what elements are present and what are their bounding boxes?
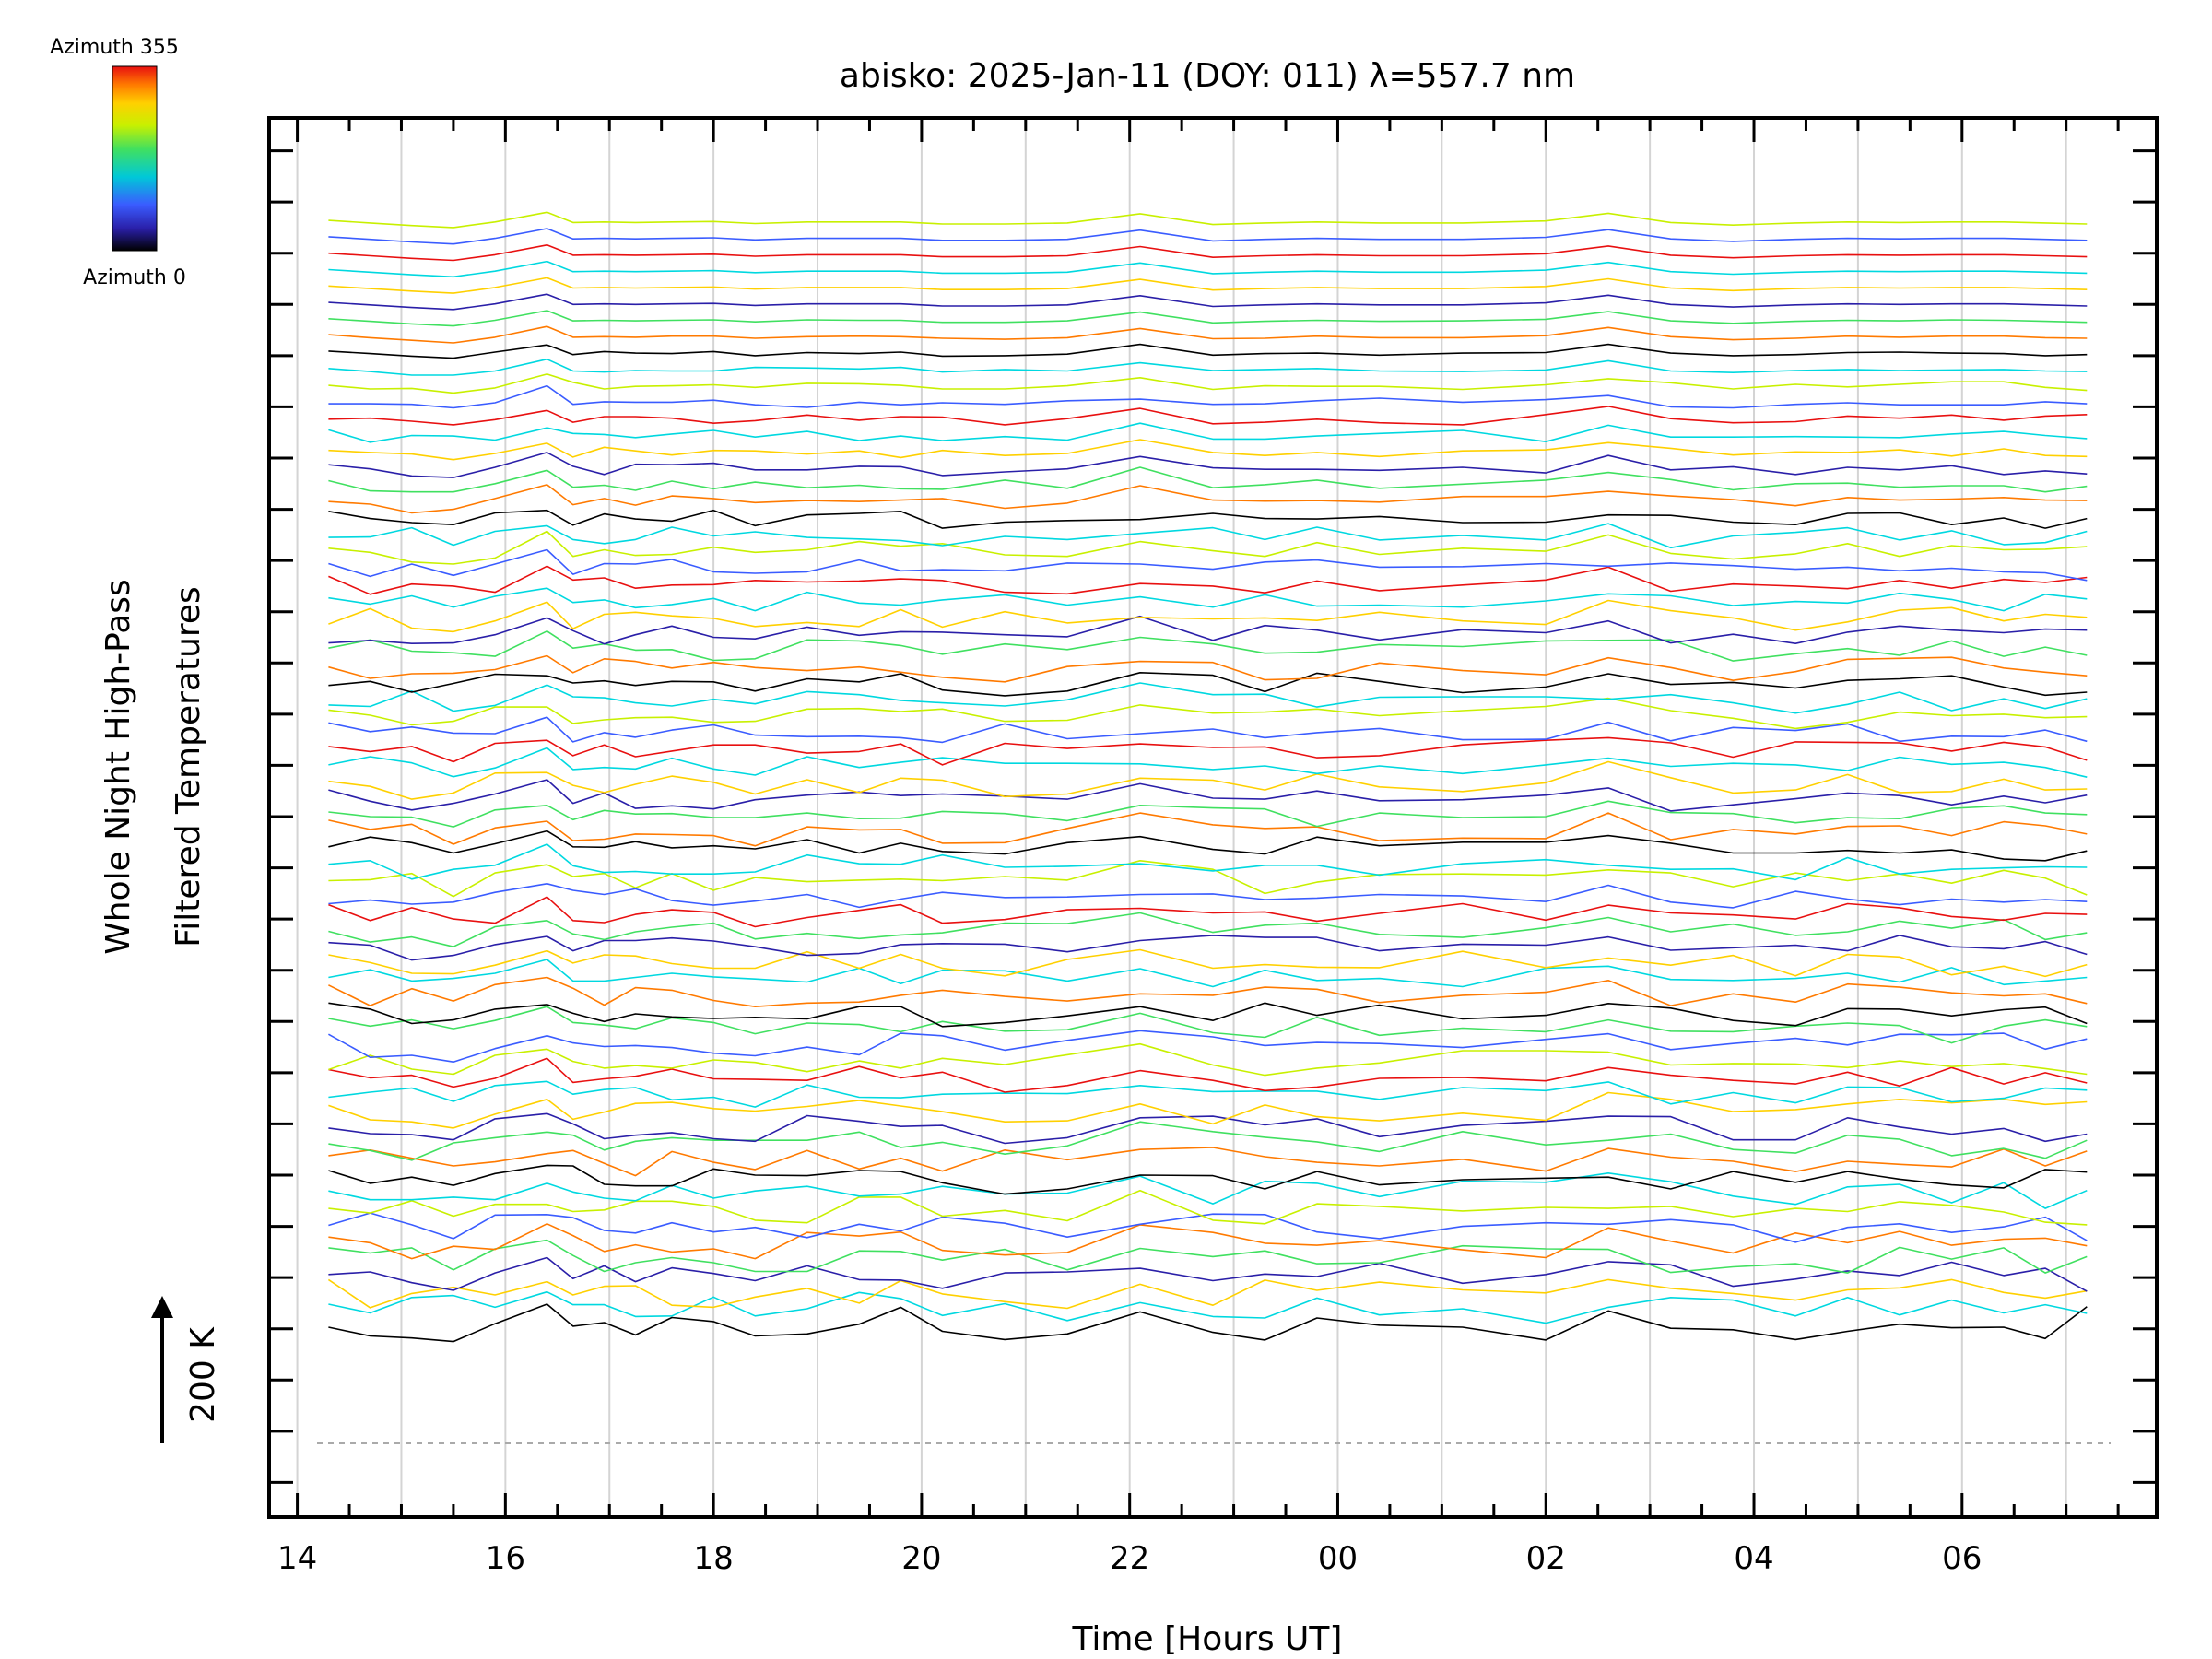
series-line-62 [328, 293, 2088, 311]
series-line-55 [328, 406, 2088, 426]
series-line-42 [328, 615, 2088, 645]
x-tick-label: 04 [1734, 1540, 1773, 1577]
series-line-5 [328, 1223, 2088, 1260]
y-axis-label-line1: Whole Night High-Pass [100, 579, 137, 955]
series-line-34 [328, 747, 2088, 778]
series-line-45 [328, 565, 2088, 595]
series-line-19 [328, 1002, 2088, 1028]
series-line-38 [328, 682, 2088, 714]
series-line-22 [328, 948, 2088, 978]
series-line-51 [328, 466, 2088, 493]
x-tick-label: 20 [901, 1540, 941, 1577]
series-line-17 [328, 1030, 2088, 1063]
axis-ticks [269, 118, 2157, 1517]
series-layer [327, 211, 2088, 1343]
series-line-46 [328, 548, 2088, 582]
series-line-66 [328, 228, 2088, 245]
series-line-4 [328, 1239, 2088, 1274]
series-line-6 [328, 1212, 2088, 1243]
series-line-20 [328, 976, 2088, 1007]
series-line-41 [328, 629, 2088, 662]
series-line-61 [328, 310, 2088, 327]
series-line-43 [328, 599, 2088, 633]
colorbar [112, 65, 158, 252]
series-line-26 [328, 882, 2088, 909]
series-line-33 [328, 760, 2088, 800]
colorbar-top-label: Azimuth 355 [50, 36, 179, 59]
series-line-10 [328, 1147, 2088, 1177]
series-line-48 [328, 523, 2088, 549]
x-tick-label: 22 [1110, 1540, 1149, 1577]
series-line-30 [328, 812, 2088, 847]
series-line-53 [328, 439, 2088, 461]
x-tick-label: 02 [1526, 1540, 1566, 1577]
series-line-16 [328, 1042, 2088, 1077]
series-line-50 [328, 484, 2088, 514]
series-line-7 [328, 1189, 2088, 1226]
colorbar-bottom-label: Azimuth 0 [83, 266, 186, 289]
x-tick-label: 18 [694, 1540, 734, 1577]
series-line-64 [328, 260, 2088, 278]
scale-bar [151, 1296, 173, 1443]
scale-bar-label: 200 K [184, 1326, 222, 1423]
x-tick-labels: 14 16 18 20 22 00 02 04 06 [277, 1540, 1982, 1577]
series-line-2 [327, 1278, 2088, 1310]
series-line-29 [328, 830, 2088, 862]
series-line-36 [328, 716, 2088, 744]
series-line-28 [328, 843, 2088, 881]
series-line-8 [328, 1172, 2088, 1209]
grid [296, 118, 2067, 1517]
chart-title: abisko: 2025-Jan-11 (DOY: 011) λ=557.7 n… [840, 57, 1575, 95]
series-line-18 [328, 1006, 2088, 1044]
series-line-32 [328, 779, 2088, 812]
x-tick-label: 00 [1318, 1540, 1358, 1577]
series-line-60 [328, 325, 2088, 344]
series-line-13 [328, 1091, 2088, 1129]
series-line-35 [328, 736, 2088, 766]
series-line-12 [328, 1112, 2088, 1145]
series-line-9 [328, 1164, 2088, 1195]
y-axis-label-line2: Filtered Temperatures [170, 586, 207, 947]
series-line-37 [328, 697, 2088, 730]
series-line-52 [328, 452, 2088, 478]
series-line-11 [328, 1121, 2088, 1161]
series-line-65 [328, 243, 2088, 262]
series-line-44 [328, 587, 2088, 612]
series-line-54 [328, 422, 2088, 443]
x-axis-label: Time [Hours UT] [1072, 1620, 1343, 1658]
series-line-27 [328, 859, 2088, 898]
series-line-0 [328, 1303, 2088, 1343]
x-tick-label: 16 [486, 1540, 525, 1577]
series-line-40 [328, 654, 2088, 683]
series-line-67 [328, 211, 2088, 229]
series-line-15 [328, 1057, 2088, 1093]
x-tick-label: 14 [277, 1540, 317, 1577]
series-line-31 [328, 800, 2088, 828]
x-tick-label: 06 [1942, 1540, 1982, 1577]
series-line-59 [328, 343, 2088, 359]
series-line-14 [328, 1080, 2088, 1108]
series-line-47 [328, 530, 2088, 565]
series-line-3 [328, 1256, 2088, 1292]
series-line-39 [328, 671, 2088, 697]
series-line-21 [328, 959, 2088, 988]
series-line-23 [328, 935, 2088, 961]
series-line-63 [328, 276, 2088, 294]
series-line-1 [328, 1290, 2088, 1324]
series-line-56 [328, 384, 2088, 409]
series-line-57 [328, 373, 2088, 394]
series-line-25 [328, 896, 2088, 928]
series-line-24 [328, 912, 2088, 947]
series-line-49 [328, 509, 2088, 529]
series-line-58 [328, 358, 2088, 376]
